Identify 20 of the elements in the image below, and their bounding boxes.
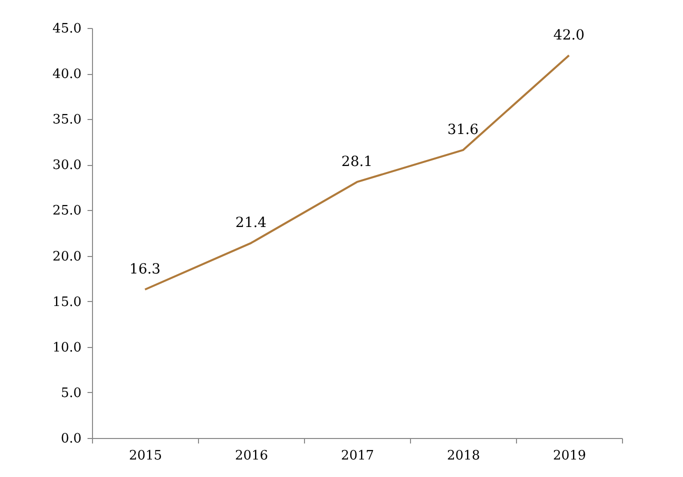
x-tick-label: 2019 (552, 448, 586, 464)
y-tick-label: 0.0 (60, 432, 82, 446)
data-label: 28.1 (341, 154, 373, 170)
data-label: 21.4 (235, 215, 267, 232)
data-label: 16.3 (129, 261, 161, 278)
x-tick-label: 2018 (446, 448, 480, 464)
data-label: 31.6 (447, 122, 479, 138)
y-tick-label: 45.0 (52, 22, 82, 36)
y-tick-label: 30.0 (52, 158, 82, 174)
y-tick-label: 15.0 (52, 294, 82, 310)
y-tick-label: 20.0 (52, 249, 82, 264)
y-tick-label: 35.0 (52, 112, 82, 128)
data-label: 42.0 (553, 27, 585, 44)
y-tick-label: 10.0 (52, 340, 82, 356)
x-tick-label: 2016 (234, 448, 268, 464)
x-tick-label: 2017 (340, 448, 374, 464)
x-tick-label: 2015 (128, 448, 162, 464)
y-tick-label: 25.0 (52, 204, 82, 219)
y-tick-label: 40.0 (52, 67, 82, 82)
y-tick-label: 5.0 (60, 386, 82, 401)
